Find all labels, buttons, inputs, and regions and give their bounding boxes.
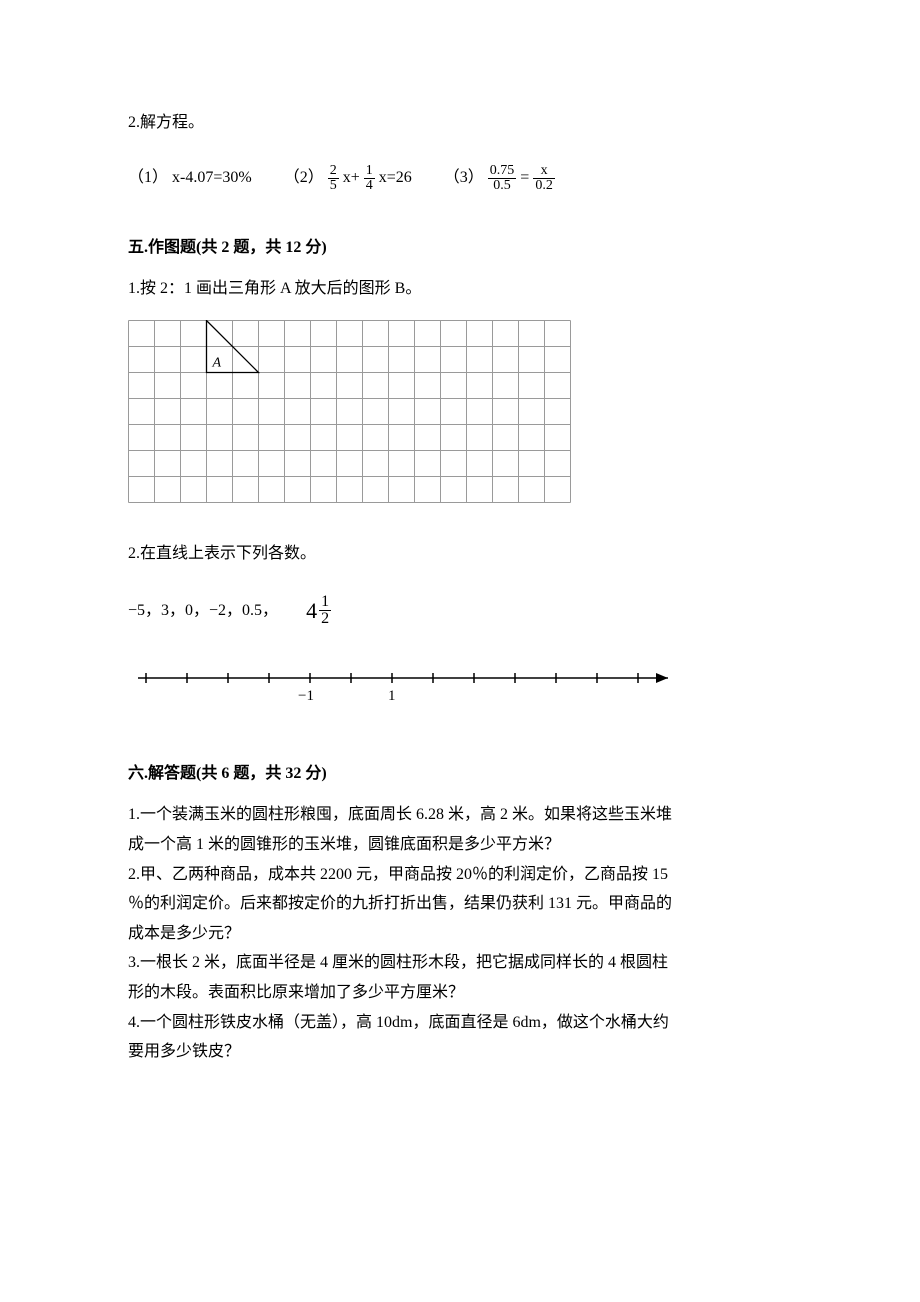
numberline-svg: −1 1 — [128, 658, 688, 708]
sec6-q2c: 成本是多少元？ — [128, 921, 805, 947]
equation-block: 2.解方程。 （1） x-4.07=30% （2） 2 5 x+ 1 4 x=2… — [128, 110, 805, 193]
eq2-frac2: 1 4 — [364, 164, 375, 193]
eq3-frac1: 0.75 0.5 — [488, 164, 517, 193]
eq3: （3） 0.75 0.5 = x 0.2 — [444, 164, 555, 193]
grid-figure: A — [128, 320, 805, 512]
sec6-q1b: 成一个高 1 米的圆锥形的玉米堆，圆锥底面积是多少平方米？ — [128, 832, 805, 858]
eq2-frac1-num: 2 — [328, 164, 339, 179]
eq3-frac1-num: 0.75 — [488, 164, 517, 179]
sec6-q3a: 3.一根长 2 米，底面半径是 4 厘米的圆柱形木段，把它据成同样长的 4 根圆… — [128, 950, 805, 976]
section-6-title: 六.解答题(共 6 题，共 32 分) — [128, 761, 805, 787]
section-5-title: 五.作图题(共 2 题，共 12 分) — [128, 235, 805, 261]
svg-text:−1: −1 — [298, 688, 314, 704]
eq3-frac2-num: x — [533, 164, 555, 179]
sec6-q2b: ％的利润定价。后来都按定价的九折打折出售，结果仍获利 131 元。甲商品的 — [128, 891, 805, 917]
number-list-prefix: −5，3，0，−2，0.5， — [128, 598, 278, 624]
eq1-body: x-4.07=30% — [172, 169, 252, 186]
numberline-figure: −1 1 — [128, 658, 805, 717]
eq2: （2） 2 5 x+ 1 4 x=26 — [284, 164, 412, 193]
eq1: （1） x-4.07=30% — [128, 165, 252, 191]
q2-intro: 2.解方程。 — [128, 110, 805, 136]
eq3-eq: = — [520, 169, 533, 186]
mixed-whole: 4 — [306, 593, 317, 628]
sec5-q1: 1.按 2：1 画出三角形 A 放大后的图形 B。 — [128, 276, 805, 302]
eq2-frac2-den: 4 — [364, 179, 375, 193]
sec6-q2a: 2.甲、乙两种商品，成本共 2200 元，甲商品按 20％的利润定价，乙商品按 … — [128, 862, 805, 888]
eq2-frac2-num: 1 — [364, 164, 375, 179]
mixed-num: 1 — [319, 594, 331, 611]
sec6-q4a: 4.一个圆柱形铁皮水桶（无盖），高 10dm，底面直径是 6dm，做这个水桶大约 — [128, 1010, 805, 1036]
eq2-frac1: 2 5 — [328, 164, 339, 193]
eq3-frac1-den: 0.5 — [488, 179, 517, 193]
eq3-frac2-den: 0.2 — [533, 179, 555, 193]
svg-text:A: A — [212, 355, 222, 370]
sec5-q2: 2.在直线上表示下列各数。 — [128, 541, 805, 567]
number-list: −5，3，0，−2，0.5， 4 1 2 — [128, 593, 805, 628]
eq2-frac1-den: 5 — [328, 179, 339, 193]
mixed-den: 2 — [319, 611, 331, 627]
sec6-q3b: 形的木段。表面积比原来增加了多少平方厘米？ — [128, 980, 805, 1006]
mixed-number: 4 1 2 — [306, 593, 331, 628]
eq2-tail: x=26 — [379, 169, 412, 186]
eq1-label: （1） — [128, 169, 168, 186]
equation-line: （1） x-4.07=30% （2） 2 5 x+ 1 4 x=26 （3） — [128, 164, 805, 193]
eq2-mid: x+ — [343, 169, 364, 186]
eq2-label: （2） — [284, 169, 324, 186]
eq3-frac2: x 0.2 — [533, 164, 555, 193]
svg-text:1: 1 — [388, 688, 396, 704]
mixed-frac: 1 2 — [319, 594, 331, 627]
sec6-q1a: 1.一个装满玉米的圆柱形粮囤，底面周长 6.28 米，高 2 米。如果将这些玉米… — [128, 802, 805, 828]
eq3-label: （3） — [444, 169, 484, 186]
page: 2.解方程。 （1） x-4.07=30% （2） 2 5 x+ 1 4 x=2… — [0, 0, 920, 1302]
sec6-body: 1.一个装满玉米的圆柱形粮囤，底面周长 6.28 米，高 2 米。如果将这些玉米… — [128, 802, 805, 1064]
sec6-q4b: 要用多少铁皮？ — [128, 1039, 805, 1065]
grid-svg: A — [128, 320, 571, 503]
